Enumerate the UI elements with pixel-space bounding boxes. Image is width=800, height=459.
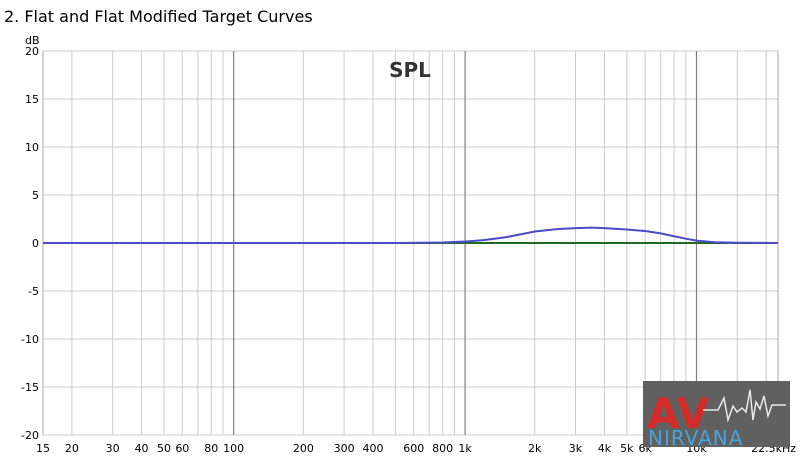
y-tick-label: -10	[21, 333, 39, 346]
x-tick-label: 20	[65, 442, 79, 455]
x-tick-label: 300	[334, 442, 355, 455]
y-tick-label: 0	[32, 237, 39, 250]
x-tick-label: 2k	[528, 442, 542, 455]
y-tick-label: -5	[28, 285, 39, 298]
x-tick-label: 1k	[458, 442, 472, 455]
x-tick-label: 80	[204, 442, 218, 455]
y-tick-label: -20	[21, 429, 39, 442]
x-tick-label: 600	[403, 442, 424, 455]
chart-title: SPL	[389, 58, 431, 82]
x-tick-labels: 15 20 30 40 50 60 80 100 200 300 400 600 800 1k 2k 3k 4k…	[36, 442, 796, 455]
x-tick-label: 50	[157, 442, 171, 455]
series-layer	[43, 226, 779, 244]
y-tick-label: 20	[25, 45, 39, 58]
series-line-2	[43, 226, 779, 244]
x-tick-label: 60	[175, 442, 189, 455]
y-axis-label: dB	[25, 34, 40, 47]
x-tick-label: 800	[432, 442, 453, 455]
x-tick-label: 200	[293, 442, 314, 455]
av-nirvana-logo: AV NIRVANA	[643, 381, 790, 450]
y-tick-label: 5	[32, 189, 39, 202]
x-tick-label: 100	[223, 442, 244, 455]
logo-av-text: AV	[647, 389, 710, 438]
y-tick-labels: 20 15 10 5 0 -5 -10 -15 -20	[21, 45, 39, 442]
x-tick-label: 5k	[620, 442, 634, 455]
y-tick-label: 10	[25, 141, 39, 154]
x-tick-label: 4k	[598, 442, 612, 455]
logo-background	[643, 381, 790, 447]
x-tick-label: 15	[36, 442, 50, 455]
y-tick-label: 15	[25, 93, 39, 106]
x-tick-label: 30	[106, 442, 120, 455]
x-tick-label: 40	[135, 442, 149, 455]
x-tick-label: 3k	[569, 442, 583, 455]
x-tick-label: 400	[362, 442, 383, 455]
logo-nirvana-text: NIRVANA	[648, 426, 743, 450]
page-title: 2. Flat and Flat Modified Target Curves	[4, 7, 313, 26]
y-tick-label: -15	[21, 381, 39, 394]
logo-waveform	[703, 389, 786, 423]
